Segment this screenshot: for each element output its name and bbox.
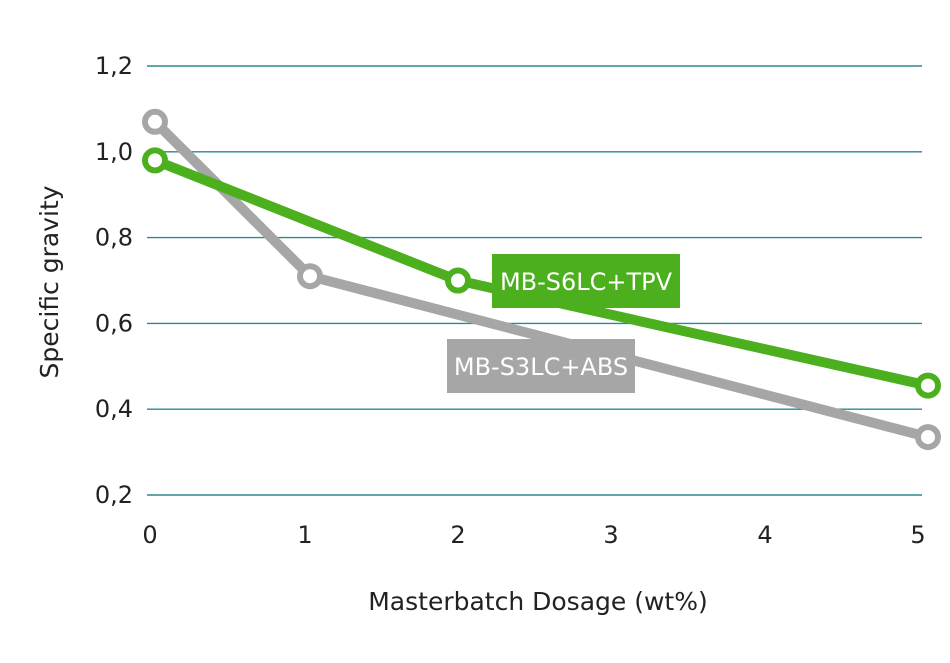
series-label-box	[492, 254, 680, 308]
y-tick-label: 1,0	[95, 138, 133, 166]
data-point-marker	[297, 263, 323, 290]
x-tick-label: 2	[450, 521, 465, 549]
series-mb-s3lc-abs	[142, 108, 941, 451]
x-tick-label: 0	[142, 521, 157, 549]
y-tick-label: 1,2	[95, 52, 133, 80]
x-tick-label: 4	[757, 521, 772, 549]
x-axis-title: Masterbatch Dosage (wt%)	[368, 587, 708, 616]
y-tick-label: 0,8	[95, 224, 133, 252]
x-tick-label: 5	[910, 521, 925, 549]
data-point-marker	[142, 147, 168, 174]
series-label-box	[447, 339, 635, 393]
series-label-text: MB-S6LC+TPV	[500, 268, 673, 296]
y-axis-tick-labels: 0,2 0,4 0,6 0,8 1,0 1,2	[95, 52, 133, 509]
data-point-marker	[445, 267, 471, 294]
series-label-mb-s6lc-tpv: MB-S6LC+TPV	[492, 254, 680, 308]
y-tick-label: 0,2	[95, 481, 133, 509]
y-tick-label: 0,4	[95, 395, 133, 423]
data-point-marker	[915, 424, 941, 451]
series-label-text: MB-S3LC+ABS	[454, 353, 628, 381]
series-mb-s6lc-tpv	[142, 147, 941, 399]
series-label-mb-s3lc-abs: MB-S3LC+ABS	[447, 339, 635, 393]
y-axis-title: Specific gravity	[35, 185, 64, 378]
data-point-marker	[915, 372, 941, 399]
series-lines	[142, 108, 941, 451]
series-labels: MB-S3LC+ABS MB-S6LC+TPV	[447, 254, 680, 393]
y-tick-label: 0,6	[95, 309, 133, 337]
x-tick-label: 1	[297, 521, 312, 549]
x-tick-label: 3	[603, 521, 618, 549]
x-axis-tick-labels: 0 1 2 3 4 5	[142, 521, 925, 549]
data-point-marker	[142, 108, 168, 135]
